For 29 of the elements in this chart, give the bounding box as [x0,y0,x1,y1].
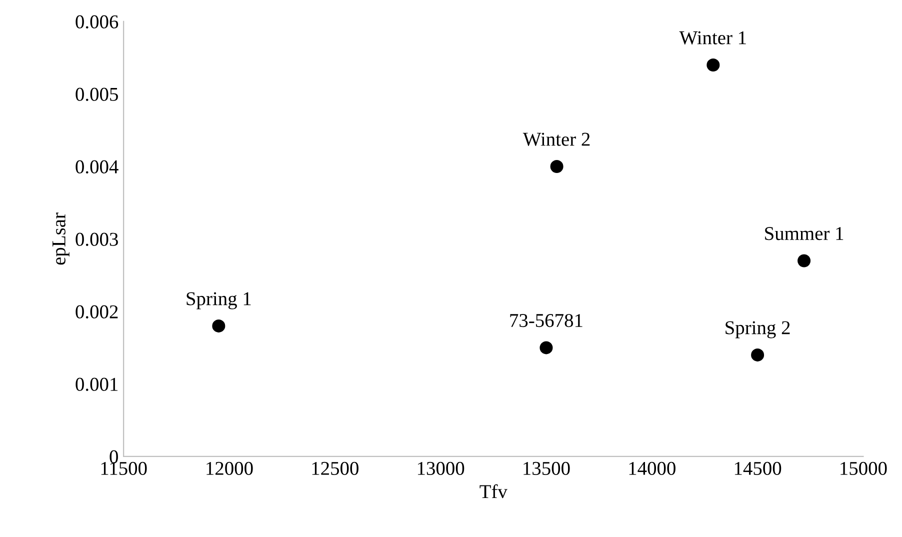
x-tick-label: 14500 [734,462,782,475]
x-tick-label: 11500 [101,462,147,475]
y-tick-label: 0.003 [76,232,118,246]
y-axis-title: epLsar [52,212,70,265]
x-tick-label: 14000 [629,462,676,475]
y-tick-label: 0 [110,450,118,464]
point [751,348,764,362]
x-tick-label: 13500 [524,462,570,475]
y-tick-label: 0.005 [76,88,118,101]
annotation: 73-56781 [510,314,582,328]
y-tick-label: 0.004 [76,160,118,174]
y-tick-label: 0.001 [76,378,118,391]
annotation: Winter 2 [522,132,590,146]
point [212,319,226,332]
x-tick-label: 12500 [312,462,358,475]
point [550,160,564,173]
annotation: Spring 1 [186,292,251,310]
point [540,341,553,354]
point [798,254,811,268]
annotation: Spring 2 [726,321,790,338]
annotation: Summer 1 [765,227,844,240]
x-axis-title: Tfv [480,484,508,498]
x-tick-label: 13000 [418,462,464,475]
x-tick-label: 12000 [206,462,253,475]
y-tick-label: 0.002 [76,305,118,318]
point [706,58,720,72]
x-tick-label: 15000 [840,462,887,475]
y-tick-label: 0.006 [76,15,118,29]
annotation: Winter 1 [679,31,746,44]
